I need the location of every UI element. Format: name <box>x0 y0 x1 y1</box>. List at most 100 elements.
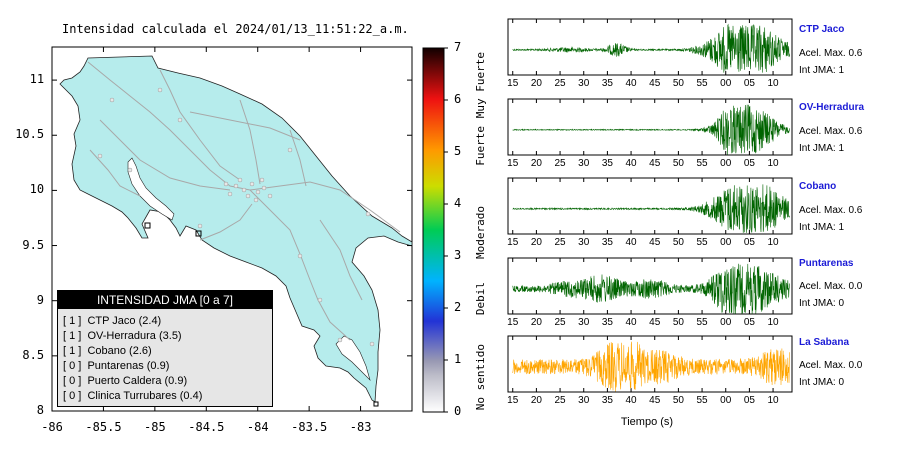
legend-row: [ 0 ] Puerto Caldera (0.9) <box>63 375 188 387</box>
time-tick-label: 45 <box>649 78 661 89</box>
time-tick-label: 50 <box>672 317 684 328</box>
time-tick-label: 20 <box>530 317 542 328</box>
map-y-tick-label: 11 <box>29 72 45 87</box>
map-x-tick-label: -84 <box>246 420 269 434</box>
time-tick-label: 30 <box>578 158 590 169</box>
time-tick-label: 45 <box>649 237 661 248</box>
legend-row: [ 1 ] Cobano (2.6) <box>63 345 152 357</box>
map-title: Intensidad calculada el 2024/01/13_11:51… <box>62 22 409 36</box>
legend-row: [ 0 ] Clinica Turrubares (0.4) <box>63 390 203 402</box>
time-tick-label: 35 <box>601 395 613 406</box>
legend-header: INTENSIDAD JMA [0 a 7] <box>58 291 272 309</box>
station-accel: Acel. Max. 0.0 <box>799 360 863 371</box>
station-accel: Acel. Max. 0.0 <box>799 281 863 292</box>
time-tick-label: 00 <box>720 395 732 406</box>
station-name: Cobano <box>799 181 837 192</box>
time-tick-label: 35 <box>601 158 613 169</box>
time-tick-label: 55 <box>696 78 708 89</box>
colorbar-tick-label: 5 <box>454 144 462 158</box>
map-x-tick-label: -83 <box>349 420 372 434</box>
time-tick-label: 55 <box>696 395 708 406</box>
land-polygon <box>59 55 413 403</box>
time-tick-label: 35 <box>601 317 613 328</box>
time-tick-label: 00 <box>720 237 732 248</box>
station-jma: Int JMA: 0 <box>799 298 845 309</box>
colorbar-tick-label: 6 <box>454 92 462 106</box>
time-tick-label: 15 <box>507 237 519 248</box>
time-tick-label: 50 <box>672 237 684 248</box>
time-tick-label: 25 <box>554 237 566 248</box>
station-marker <box>144 222 151 229</box>
time-tick-label: 00 <box>720 317 732 328</box>
time-tick-label: 35 <box>601 237 613 248</box>
time-tick-label: 55 <box>696 317 708 328</box>
map-x-tick-label: -83.5 <box>291 420 328 434</box>
time-tick-label: 20 <box>530 395 542 406</box>
map-y-tick-label: 10.5 <box>15 127 45 142</box>
legend-row: [ 0 ] Puntarenas (0.9) <box>63 360 170 372</box>
time-tick-label: 40 <box>625 78 637 89</box>
time-tick-label: 50 <box>672 395 684 406</box>
map-x-tick-label: -86 <box>41 420 63 434</box>
map-x-tick-label: -85 <box>144 420 166 434</box>
map-x-tick-label: -85.5 <box>85 420 122 434</box>
time-tick-label: 10 <box>767 78 779 89</box>
time-tick-label: 10 <box>767 317 779 328</box>
station-jma: Int JMA: 1 <box>799 143 845 154</box>
colorbar-tick-label: 0 <box>454 404 462 418</box>
legend-row: [ 1 ] CTP Jaco (2.4) <box>63 315 162 327</box>
legend-row: [ 1 ] OV-Herradura (3.5) <box>63 330 182 342</box>
colorbar-label-debil: Debil <box>474 282 487 316</box>
colorbar-tick-label: 7 <box>454 40 462 54</box>
time-tick-label: 15 <box>507 78 519 89</box>
colorbar-tick-label: 1 <box>454 352 462 366</box>
time-tick-label: 10 <box>767 158 779 169</box>
time-tick-label: 25 <box>554 317 566 328</box>
time-tick-label: 05 <box>743 317 755 328</box>
time-tick-label: 10 <box>767 395 779 406</box>
time-tick-label: 10 <box>767 237 779 248</box>
time-tick-label: 30 <box>578 78 590 89</box>
time-tick-label: 25 <box>554 395 566 406</box>
time-tick-label: 35 <box>601 78 613 89</box>
time-tick-label: 55 <box>696 237 708 248</box>
time-tick-label: 25 <box>554 158 566 169</box>
map-y-tick-label: 9.5 <box>22 237 45 252</box>
station-accel: Acel. Max. 0.6 <box>799 48 863 59</box>
towns <box>97 87 375 347</box>
seismogram-trace <box>512 184 790 233</box>
station-accel: Acel. Max. 0.6 <box>799 205 863 216</box>
station-name: La Sabana <box>799 337 850 348</box>
colorbar <box>422 47 445 413</box>
station-jma: Int JMA: 1 <box>799 65 845 76</box>
time-tick-label: 45 <box>649 317 661 328</box>
station-marker <box>195 230 202 237</box>
time-tick-label: 15 <box>507 395 519 406</box>
map-y-tick-label: 9 <box>36 292 45 307</box>
time-tick-label: 30 <box>578 395 590 406</box>
colorbar-ticks <box>444 47 448 413</box>
time-tick-label: 30 <box>578 317 590 328</box>
time-tick-label: 20 <box>530 158 542 169</box>
time-tick-label: 05 <box>743 158 755 169</box>
seismogram-frame <box>507 18 793 76</box>
colorbar-tick-label: 3 <box>454 248 462 262</box>
seismogram-trace <box>512 104 790 155</box>
time-tick-label: 20 <box>530 237 542 248</box>
time-tick-label: 40 <box>625 237 637 248</box>
seismogram-trace <box>512 263 790 314</box>
station-name: Puntarenas <box>799 258 854 269</box>
map-y-tick-label: 8.5 <box>22 347 45 362</box>
station-jma: Int JMA: 0 <box>799 377 845 388</box>
roads <box>87 61 401 341</box>
time-tick-label: 05 <box>743 395 755 406</box>
map-ticks <box>51 47 412 412</box>
time-tick-label: 00 <box>720 78 732 89</box>
station-name: OV-Herradura <box>799 102 865 113</box>
seismogram-panels <box>507 18 793 393</box>
map-y-tick-label: 8 <box>36 403 45 417</box>
seismogram-trace <box>512 341 790 392</box>
time-tick-label: 20 <box>530 78 542 89</box>
station-marker <box>373 401 379 407</box>
gulf-water <box>127 157 175 221</box>
